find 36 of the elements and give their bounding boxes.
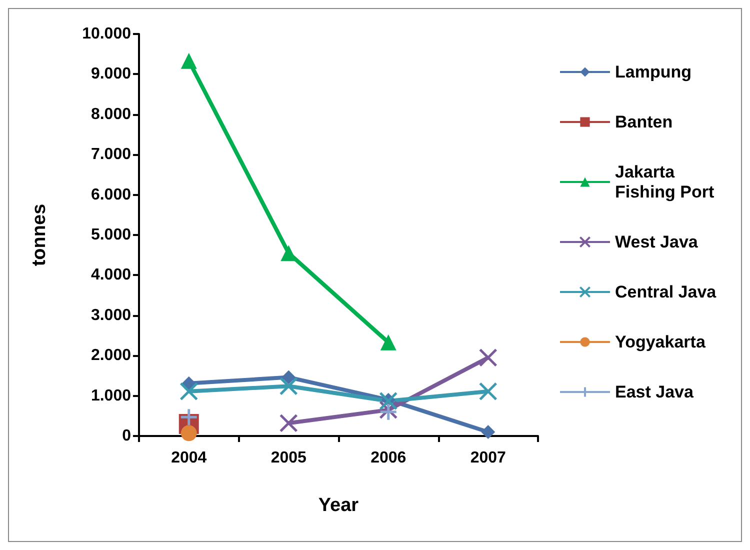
legend-label: Central Java	[615, 282, 717, 302]
point	[379, 392, 398, 410]
y-tick-label: 2.000	[90, 347, 132, 364]
legend-label: Lampung	[615, 62, 692, 82]
y-tick-label: 6.000	[90, 186, 132, 204]
legend-label: Yogyakarta	[615, 332, 706, 352]
legend-label: Jakarta Fishing Port	[615, 162, 714, 202]
y-tick-label: 7.000	[90, 146, 132, 164]
point	[380, 334, 396, 350]
point	[279, 414, 298, 432]
point	[481, 424, 496, 439]
point	[478, 382, 498, 401]
x-tick-label: 2005	[270, 450, 307, 466]
y-tick-label: 1.000	[90, 387, 132, 404]
point	[280, 245, 297, 262]
point	[478, 348, 498, 367]
point	[279, 376, 298, 396]
legend-label: West Java	[615, 232, 698, 252]
x-tick-label: 2007	[470, 450, 506, 466]
point	[282, 370, 296, 384]
legend-label: Banten	[615, 112, 673, 132]
x-tick-label: 2004	[171, 450, 207, 466]
x-tick-label: 2006	[370, 450, 406, 466]
x-axis-title: Year	[318, 495, 360, 516]
y-tick-label: 10.000	[82, 26, 132, 42]
y-tick-label: 4.000	[90, 266, 132, 284]
y-tick-label: 0	[122, 428, 132, 444]
y-tick-label: 8.000	[90, 106, 132, 123]
point	[180, 382, 198, 401]
y-tick-label: 9.000	[90, 66, 132, 83]
y-tick-label: 3.000	[90, 306, 132, 324]
y-axis-title: tonnes	[29, 204, 50, 266]
legend-label: East Java	[615, 382, 694, 402]
point	[180, 425, 197, 442]
y-tick-label: 5.000	[90, 226, 132, 244]
point	[180, 52, 197, 69]
